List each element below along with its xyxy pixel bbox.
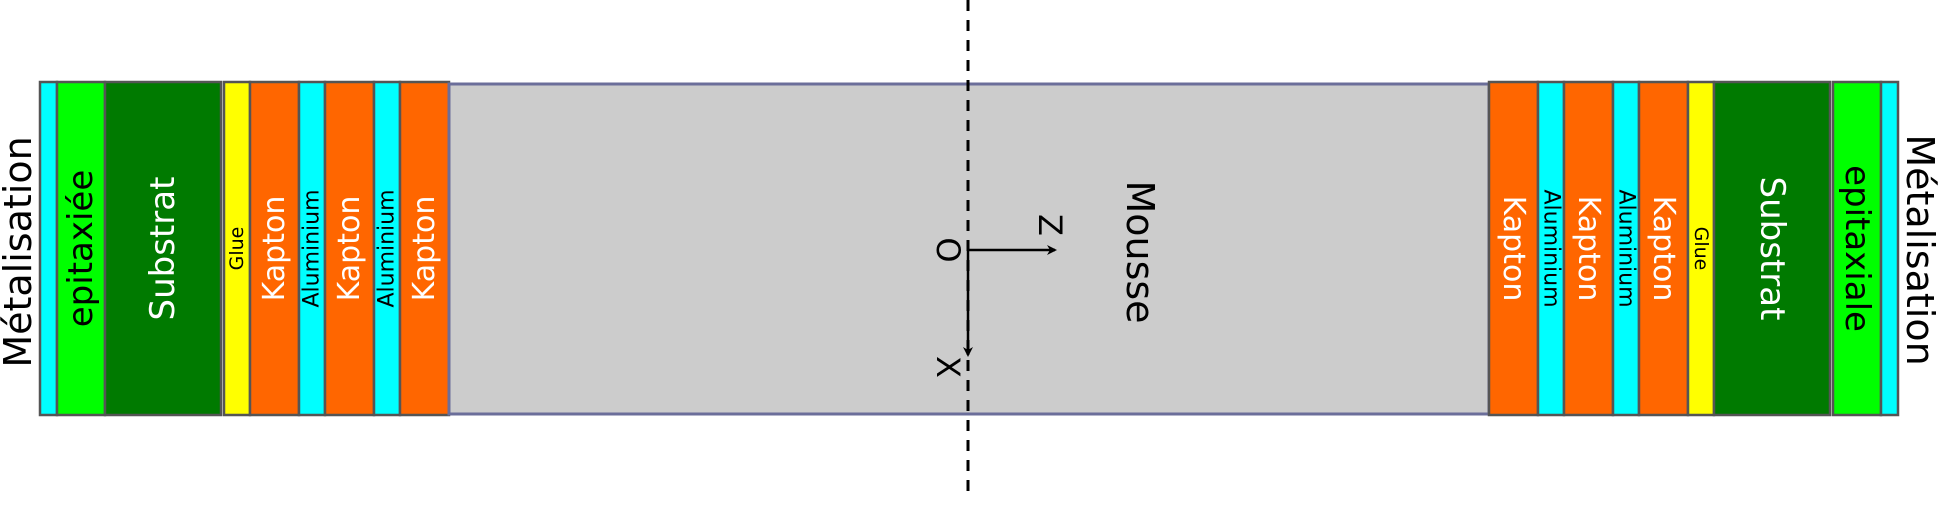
right-layer-kapton-4 [1637, 80, 1690, 417]
right-label-kapton-4: Kapton [1646, 196, 1681, 302]
z-axis-label: Z [1031, 214, 1069, 236]
left-label-kapton-4: Kapton [257, 196, 292, 302]
left-layer-kapton-6 [323, 80, 376, 417]
foam-label: Mousse [1118, 180, 1162, 323]
right-layer-kapton-2 [1562, 80, 1615, 417]
left-layer-kapton-8 [398, 80, 451, 417]
right-layer-glue-5 [1686, 80, 1716, 417]
left-layer-alu-5 [297, 80, 327, 417]
metalisation-label-left: Métalisation [0, 136, 40, 367]
right-label-substrat-6: Substrat [1752, 177, 1792, 321]
left-label-glue-3: Glue [226, 227, 248, 271]
left-label-aluminium-5: Aluminium [300, 189, 325, 307]
origin-label: O [929, 237, 967, 262]
left-layer-metal-0 [38, 80, 59, 417]
metalisation-label-right: Métalisation [1898, 134, 1938, 365]
left-layer-glue-3 [222, 80, 252, 417]
right-label-kapton-2: Kapton [1571, 196, 1606, 302]
left-layer-epi-1 [55, 80, 107, 417]
left-label-epitaxi-e-1: epitaxiée [61, 170, 101, 328]
left-label-substrat-2: Substrat [143, 177, 183, 321]
right-label-epitaxiale-7: epitaxiale [1837, 165, 1877, 332]
left-label-kapton-6: Kapton [332, 196, 367, 302]
left-layer-stack: epitaxiée Substrat Glue Kapton Aluminium Kapt… [38, 80, 451, 417]
right-label-aluminium-1: Aluminium [1539, 189, 1564, 307]
right-label-aluminium-3: Aluminium [1614, 189, 1639, 307]
right-layer-alu-3 [1611, 80, 1641, 417]
right-layer-kapton-0 [1487, 80, 1540, 417]
right-layer-metal-8 [1879, 80, 1900, 417]
right-layer-epi-7 [1831, 80, 1883, 417]
right-layer-substrat-6 [1712, 80, 1832, 417]
right-layer-alu-1 [1536, 80, 1566, 417]
right-label-glue-5: Glue [1690, 227, 1712, 271]
left-layer-alu-7 [372, 80, 402, 417]
right-layer-stack: Kapton Aluminium Kapton Aluminium Kapton Glue… [1487, 80, 1900, 417]
right-label-kapton-0: Kapton [1496, 196, 1531, 302]
x-axis-label: X [929, 356, 967, 378]
left-label-kapton-8: Kapton [407, 196, 442, 302]
left-label-aluminium-7: Aluminium [375, 189, 400, 307]
left-layer-substrat-2 [103, 80, 223, 417]
